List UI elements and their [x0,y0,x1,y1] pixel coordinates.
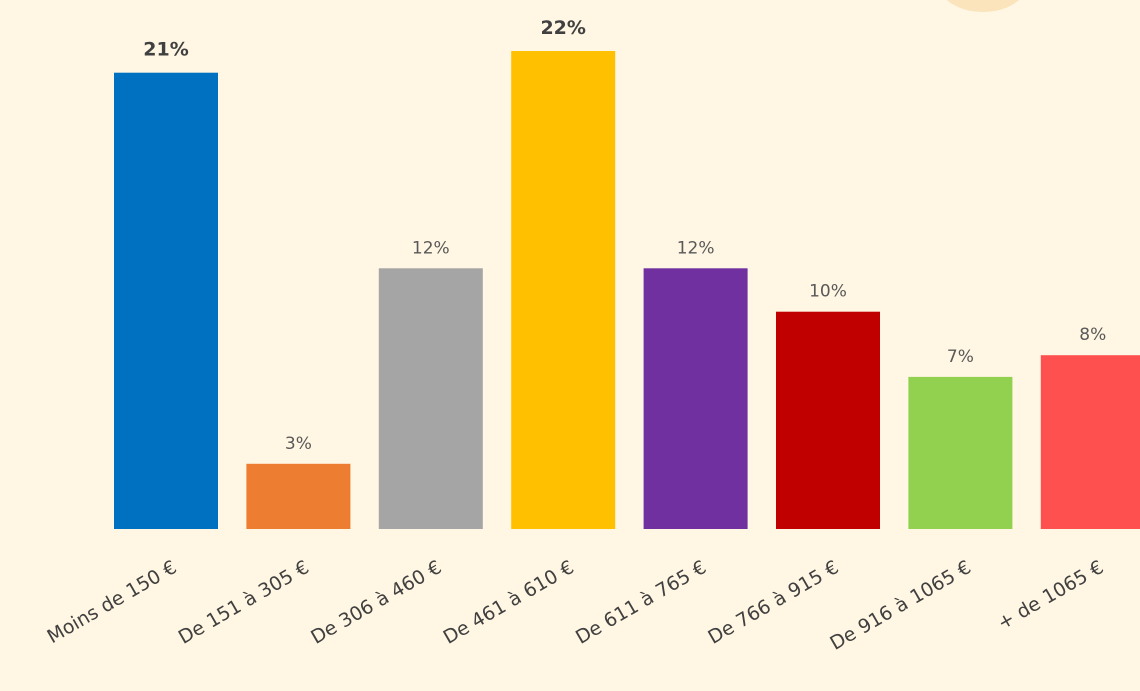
bar-8 [1040,355,1140,529]
category-label-7: De 916 à 1065 € [826,556,975,654]
category-label-6: De 766 à 915 € [704,556,842,648]
data-label-4: 22% [540,17,585,39]
category-label-3: De 306 à 460 € [307,556,445,648]
bar-1 [114,72,218,529]
bar-6 [776,311,880,529]
bar-3 [378,268,483,529]
category-label-1: Moins de 150 € [44,556,181,648]
category-label-5: De 611 à 765 € [572,556,710,648]
data-label-1: 21% [143,39,188,61]
bar-4 [511,51,616,529]
data-label-5: 12% [677,238,715,258]
bar-2 [246,463,351,529]
data-label-2: 3% [285,434,312,454]
data-label-8: 8% [1079,325,1106,345]
category-label-2: De 151 à 305 € [175,556,313,648]
category-label-8: + de 1065 € [994,556,1107,634]
category-label-4: De 461 à 610 € [440,556,578,648]
data-label-3: 12% [412,238,450,258]
data-label-7: 7% [947,347,974,367]
bar-5 [643,268,748,529]
data-label-6: 10% [809,282,847,302]
bar-7 [908,376,1013,529]
